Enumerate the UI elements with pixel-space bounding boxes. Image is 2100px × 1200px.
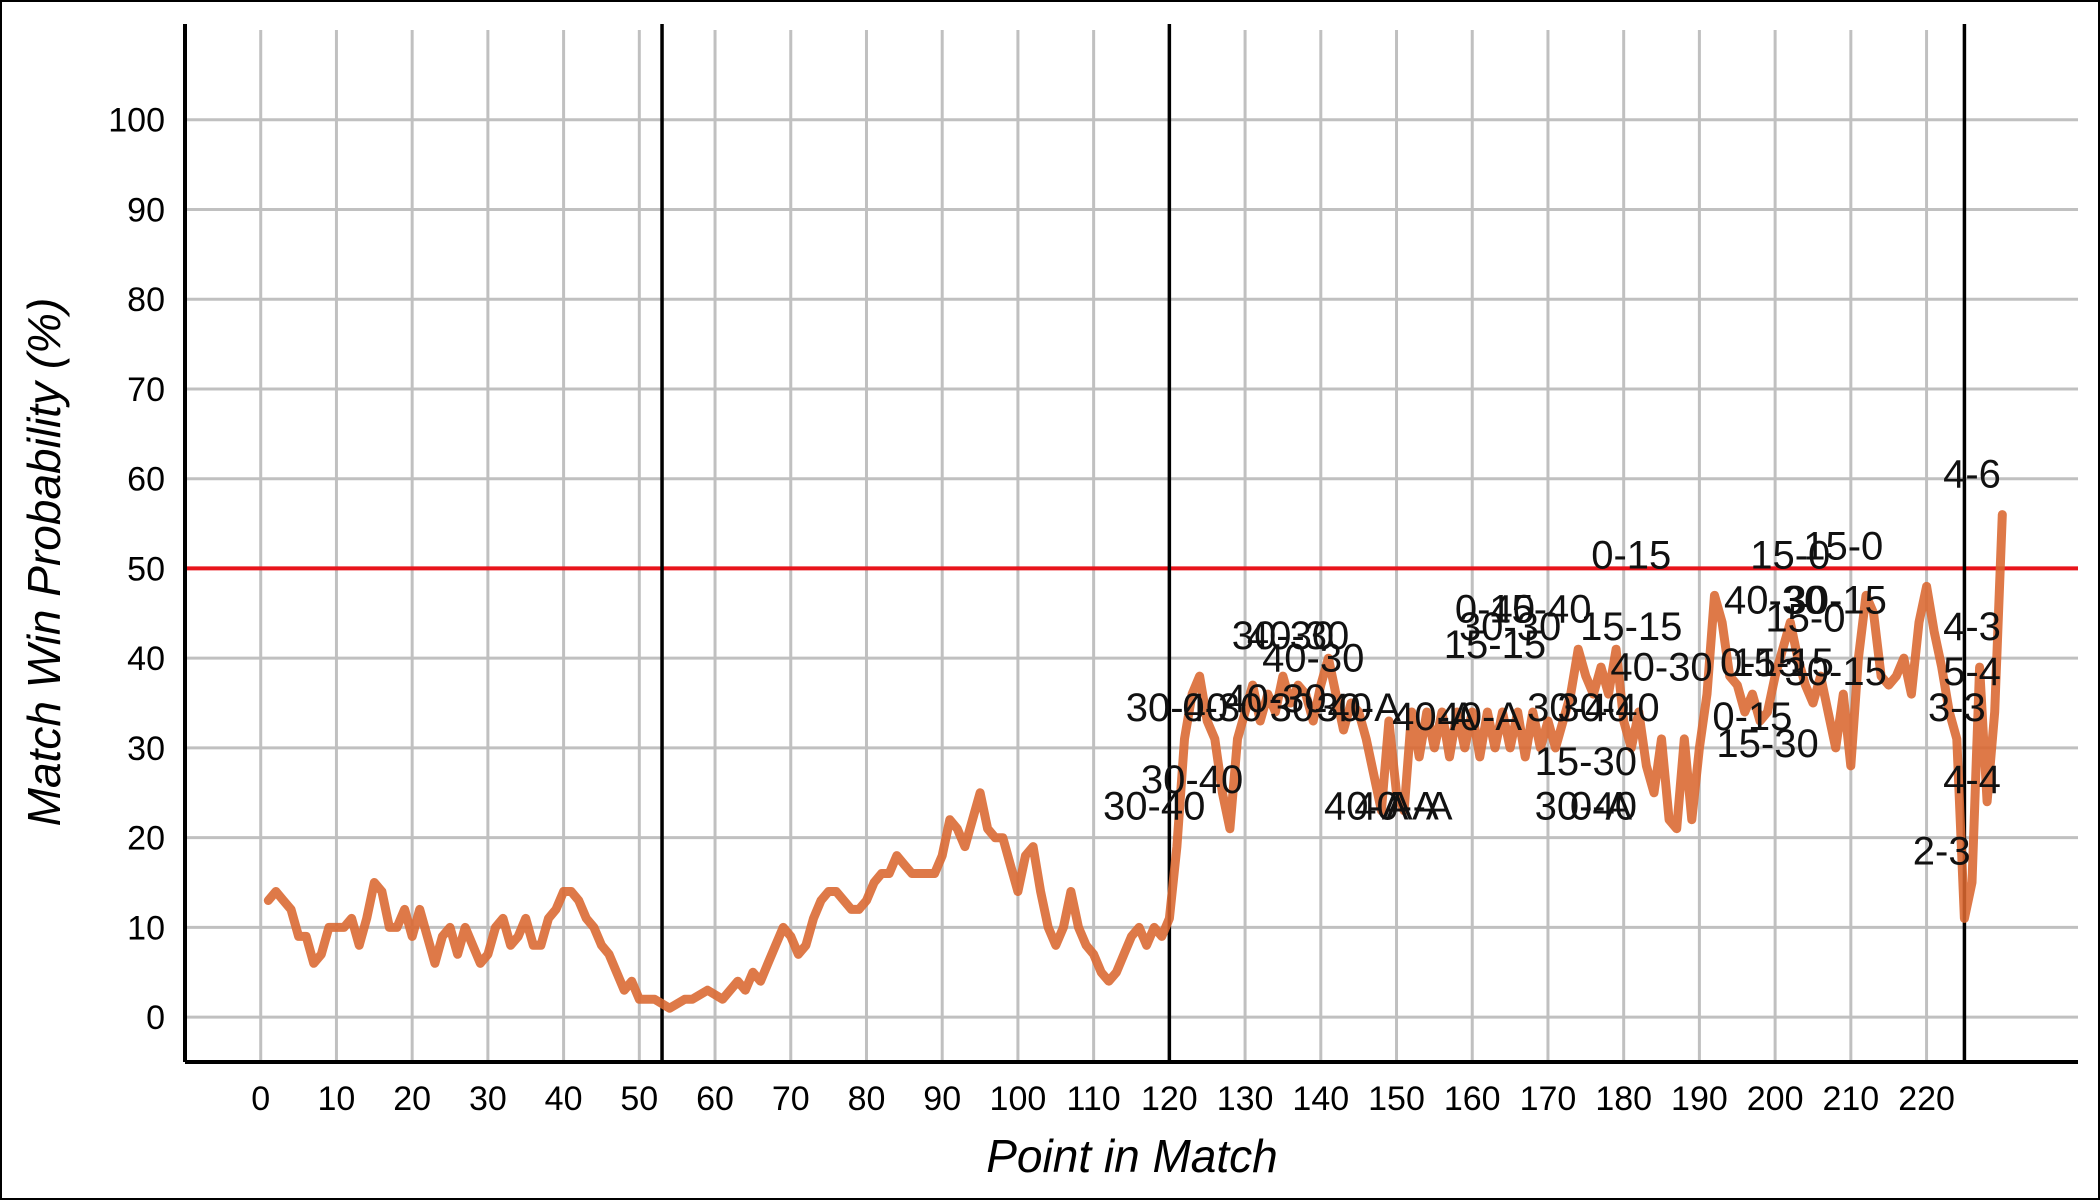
- score-annotation: 15-15: [1444, 623, 1546, 667]
- y-axis-title: Match Win Probability (%): [18, 298, 70, 827]
- score-annotation: 5-4: [1943, 650, 2001, 694]
- x-tick-label: 210: [1822, 1080, 1879, 1118]
- x-tick-label: 30: [469, 1080, 507, 1118]
- x-tick-label: 120: [1141, 1080, 1198, 1118]
- score-annotation: 0-30: [1182, 686, 1262, 730]
- x-tick-label: 0: [251, 1080, 270, 1118]
- score-annotation: 0-40: [1455, 587, 1535, 631]
- score-annotation: 15-30: [1535, 740, 1637, 784]
- score-annotation: 40-30: [1262, 637, 1364, 681]
- score-annotation: 30-30: [1232, 614, 1334, 658]
- y-tick-label: 10: [127, 909, 165, 947]
- score-annotation: 40-30: [1724, 578, 1826, 622]
- score-annotation: 3-3: [1928, 686, 1986, 730]
- score-annotation: 2-3: [1913, 830, 1971, 874]
- score-annotation: 15-40: [1489, 587, 1591, 631]
- x-tick-label: 50: [620, 1080, 658, 1118]
- y-tick-label: 90: [127, 191, 165, 229]
- y-tick-label: 20: [127, 820, 165, 858]
- score-annotation: 40-30: [1610, 646, 1712, 690]
- y-tick-label: 100: [108, 102, 165, 140]
- x-tick-label: 200: [1747, 1080, 1804, 1118]
- x-tick-label: 150: [1368, 1080, 1425, 1118]
- score-annotation: 30-40: [1103, 785, 1205, 829]
- score-annotation: 30-40: [1126, 686, 1228, 730]
- axes: 0 10 20 30 40 50 60 70 80 90 100 110 120 130 140 150 160…: [108, 24, 2078, 1118]
- score-annotation: 0-15: [1720, 641, 1800, 685]
- score-annotation: 30-40: [1270, 686, 1372, 730]
- x-tick-label: 70: [772, 1080, 810, 1118]
- y-tick-label: 80: [127, 281, 165, 319]
- y-tick-label: 60: [127, 461, 165, 499]
- score-annotation: 30-15: [1785, 650, 1887, 694]
- x-tick-label: 130: [1217, 1080, 1274, 1118]
- x-tick-label: 80: [848, 1080, 886, 1118]
- score-annotation: 4-4: [1943, 758, 2001, 802]
- y-tick-label: 30: [127, 730, 165, 768]
- x-axis-title: Point in Match: [986, 1130, 1277, 1182]
- score-annotation: 0-15: [1591, 533, 1671, 577]
- score-annotation: 15-15: [1732, 641, 1834, 685]
- score-annotation: 40-30: [1247, 614, 1349, 658]
- score-annotation: 15-15: [1580, 605, 1682, 649]
- win-probability-line: [263, 510, 2007, 1013]
- score-annotation: 30-30: [1459, 605, 1561, 649]
- x-tick-label: 40: [545, 1080, 583, 1118]
- score-annotation: 4-3: [1943, 605, 2001, 649]
- score-annotation: 30-40: [1535, 785, 1637, 829]
- x-tick-label: 110: [1067, 1080, 1121, 1118]
- score-annotation: 40-A: [1354, 785, 1439, 829]
- score-annotation: 15-0: [1750, 533, 1830, 577]
- y-tick-label: 70: [127, 371, 165, 409]
- x-tick-label: 170: [1520, 1080, 1577, 1118]
- score-annotation: 30-15: [1785, 578, 1887, 622]
- x-tick-label: 10: [318, 1080, 356, 1118]
- score-annotation: 30-A: [1316, 686, 1401, 730]
- y-tick-label: 40: [127, 640, 165, 678]
- y-tick-label: 0: [146, 999, 165, 1037]
- x-tick-label: 220: [1898, 1080, 1955, 1118]
- score-annotation: 30-40: [1557, 686, 1659, 730]
- score-annotation: 40-30: [1224, 677, 1326, 721]
- score-annotation: 0-15: [1712, 695, 1792, 739]
- point-annotations: 30-4030-4030-400-3030-3040-3040-3040-303…: [1103, 453, 2001, 874]
- score-annotation: 15-0: [1803, 524, 1883, 568]
- score-annotation: 40-A: [1392, 695, 1477, 739]
- score-annotation: 30-40: [1141, 758, 1243, 802]
- x-tick-label: 190: [1671, 1080, 1728, 1118]
- score-annotation: 15-0: [1765, 596, 1845, 640]
- score-annotation: A-A: [1386, 785, 1453, 829]
- x-tick-label: 60: [696, 1080, 734, 1118]
- score-annotation: 40-A: [1438, 695, 1523, 739]
- x-tick-label: 100: [990, 1080, 1047, 1118]
- score-annotation: 0-A: [1570, 785, 1633, 829]
- score-annotation: 30-40: [1527, 686, 1629, 730]
- x-tick-label: 90: [923, 1080, 961, 1118]
- score-annotation: 40-A: [1324, 785, 1409, 829]
- y-tick-label: 50: [127, 550, 165, 588]
- score-annotation: 15-30: [1716, 722, 1818, 766]
- score-annotation: 4-6: [1943, 453, 2001, 497]
- x-tick-label: 180: [1595, 1080, 1652, 1118]
- x-tick-label: 20: [393, 1080, 431, 1118]
- x-tick-label: 160: [1444, 1080, 1501, 1118]
- x-tick-label: 140: [1292, 1080, 1349, 1118]
- series: [263, 510, 2007, 1013]
